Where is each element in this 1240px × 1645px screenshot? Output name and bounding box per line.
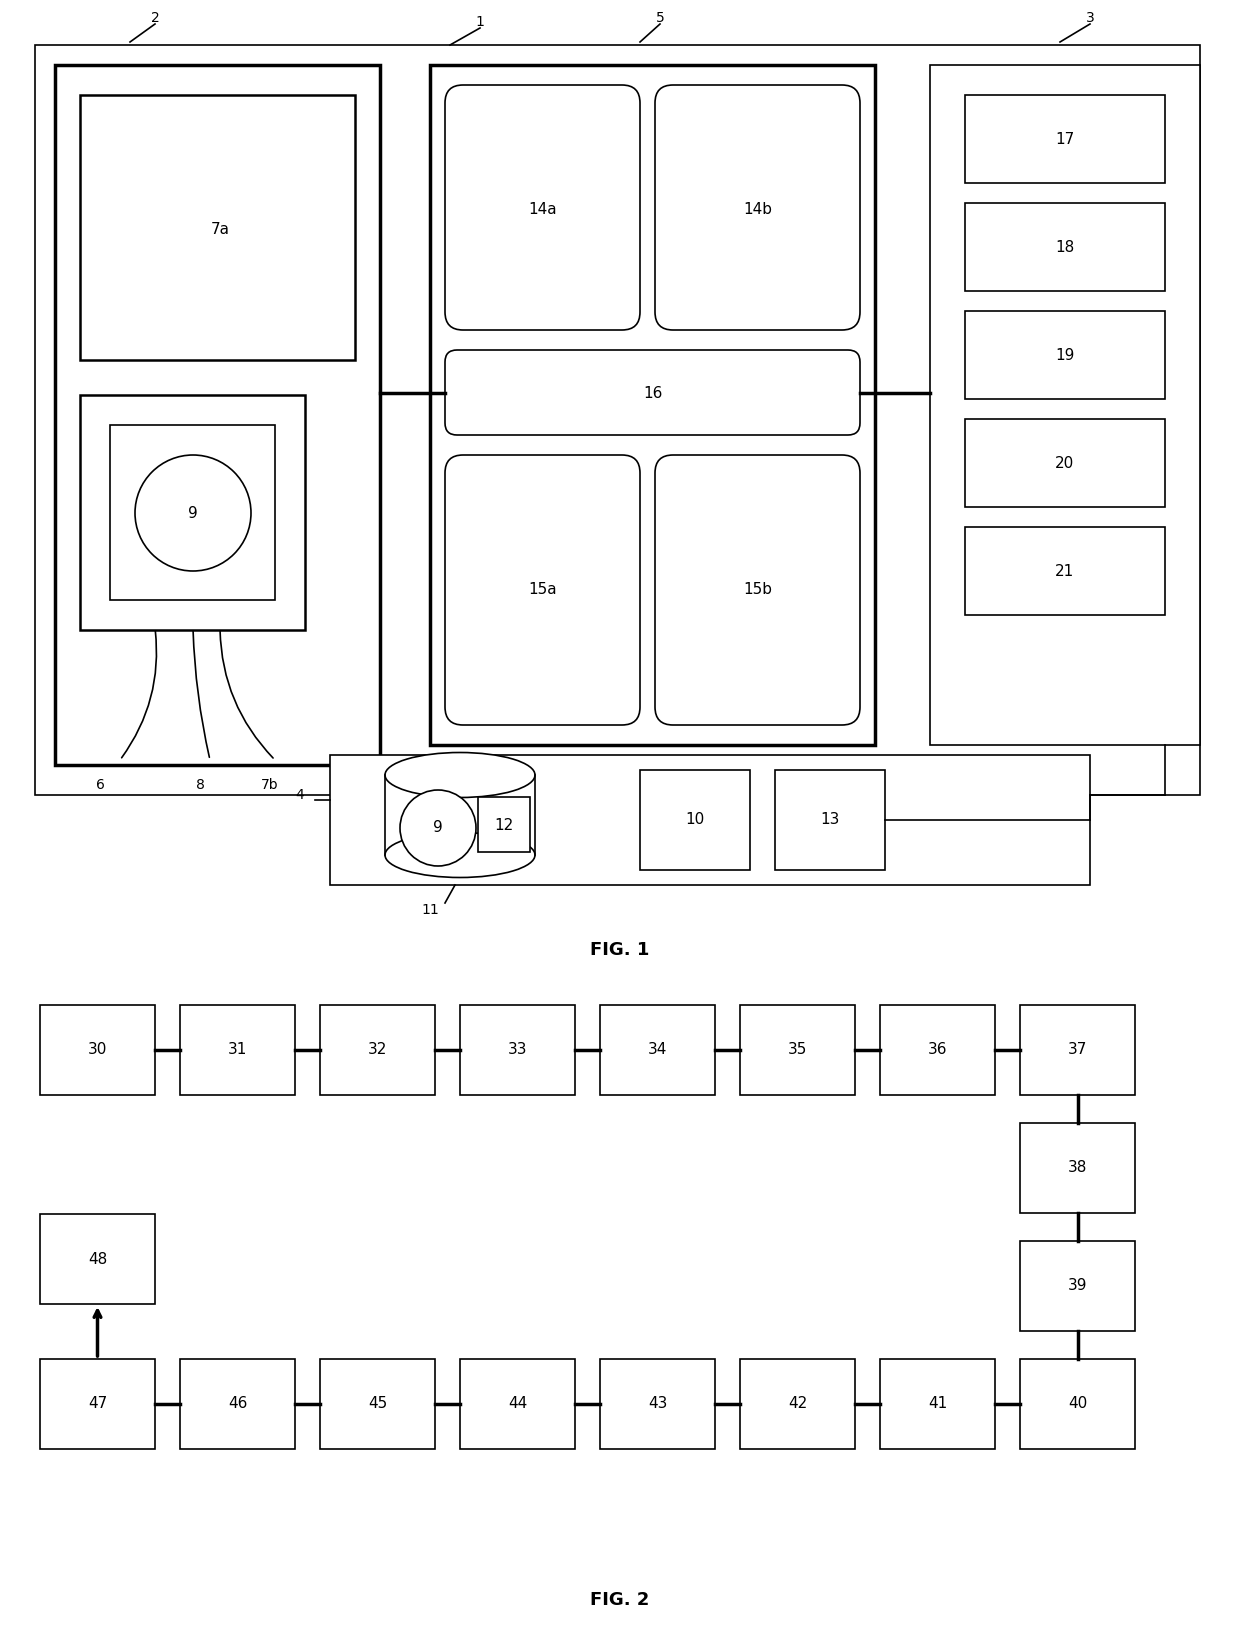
- Text: 15a: 15a: [528, 582, 557, 597]
- Text: 11: 11: [422, 903, 439, 916]
- Text: 16: 16: [644, 385, 662, 400]
- Bar: [965, 526, 1166, 615]
- Text: 42: 42: [787, 1397, 807, 1411]
- Text: 18: 18: [1055, 240, 1075, 255]
- Text: 45: 45: [368, 1397, 387, 1411]
- FancyBboxPatch shape: [445, 456, 640, 725]
- Text: 32: 32: [368, 1043, 387, 1058]
- Text: 9: 9: [433, 821, 443, 836]
- Text: 6: 6: [95, 778, 104, 791]
- Bar: [320, 1005, 435, 1096]
- Bar: [180, 1005, 295, 1096]
- Text: 21: 21: [1055, 564, 1075, 579]
- Bar: [965, 95, 1166, 183]
- Bar: [880, 1359, 994, 1449]
- Text: 1: 1: [476, 15, 485, 30]
- Text: 39: 39: [1068, 1278, 1087, 1293]
- Bar: [81, 95, 355, 360]
- Bar: [740, 1359, 856, 1449]
- Bar: [775, 770, 885, 870]
- Bar: [81, 395, 305, 630]
- Text: 33: 33: [507, 1043, 527, 1058]
- Bar: [430, 66, 875, 745]
- Bar: [640, 770, 750, 870]
- Text: 7b: 7b: [262, 778, 279, 791]
- Bar: [55, 66, 379, 765]
- Bar: [1021, 1240, 1135, 1331]
- Bar: [180, 1359, 295, 1449]
- Bar: [965, 419, 1166, 507]
- Text: 17: 17: [1055, 132, 1075, 146]
- Text: 30: 30: [88, 1043, 107, 1058]
- Bar: [320, 1359, 435, 1449]
- Text: 9: 9: [188, 505, 198, 520]
- Ellipse shape: [384, 752, 534, 798]
- Bar: [880, 1005, 994, 1096]
- FancyBboxPatch shape: [445, 350, 861, 434]
- Circle shape: [401, 790, 476, 865]
- Text: 46: 46: [228, 1397, 247, 1411]
- Bar: [460, 1005, 575, 1096]
- Bar: [35, 44, 1200, 795]
- Bar: [40, 1005, 155, 1096]
- Text: 40: 40: [1068, 1397, 1087, 1411]
- Bar: [477, 796, 529, 852]
- Circle shape: [135, 456, 250, 571]
- Text: 35: 35: [787, 1043, 807, 1058]
- Text: 34: 34: [647, 1043, 667, 1058]
- Bar: [930, 66, 1200, 745]
- Bar: [40, 1359, 155, 1449]
- FancyBboxPatch shape: [445, 86, 640, 331]
- Text: 19: 19: [1055, 347, 1075, 362]
- Bar: [110, 424, 275, 600]
- Text: 44: 44: [508, 1397, 527, 1411]
- Text: 47: 47: [88, 1397, 107, 1411]
- FancyBboxPatch shape: [655, 456, 861, 725]
- Text: 10: 10: [686, 813, 704, 827]
- Bar: [1021, 1005, 1135, 1096]
- Bar: [1021, 1359, 1135, 1449]
- Bar: [740, 1005, 856, 1096]
- Text: 48: 48: [88, 1252, 107, 1267]
- Text: 8: 8: [196, 778, 205, 791]
- Text: 38: 38: [1068, 1160, 1087, 1176]
- Bar: [600, 1005, 715, 1096]
- Bar: [965, 311, 1166, 400]
- Bar: [1021, 1124, 1135, 1212]
- Text: FIG. 1: FIG. 1: [590, 941, 650, 959]
- Text: 12: 12: [495, 818, 513, 832]
- Text: 20: 20: [1055, 456, 1075, 470]
- Bar: [330, 755, 1090, 885]
- Text: 15b: 15b: [744, 582, 773, 597]
- Text: 7a: 7a: [211, 222, 229, 237]
- Text: 41: 41: [928, 1397, 947, 1411]
- Text: 3: 3: [1086, 12, 1095, 25]
- FancyBboxPatch shape: [655, 86, 861, 331]
- Text: FIG. 2: FIG. 2: [590, 1591, 650, 1609]
- Text: 2: 2: [150, 12, 160, 25]
- Text: 14a: 14a: [528, 202, 557, 217]
- Text: 13: 13: [821, 813, 839, 827]
- Text: 43: 43: [647, 1397, 667, 1411]
- Ellipse shape: [384, 832, 534, 877]
- Text: 4: 4: [295, 788, 304, 803]
- Text: 5: 5: [656, 12, 665, 25]
- Bar: [965, 202, 1166, 291]
- Bar: [460, 1359, 575, 1449]
- Text: 36: 36: [928, 1043, 947, 1058]
- Text: 14b: 14b: [744, 202, 773, 217]
- Bar: [600, 1359, 715, 1449]
- Text: 31: 31: [228, 1043, 247, 1058]
- Text: 37: 37: [1068, 1043, 1087, 1058]
- Bar: [40, 1214, 155, 1304]
